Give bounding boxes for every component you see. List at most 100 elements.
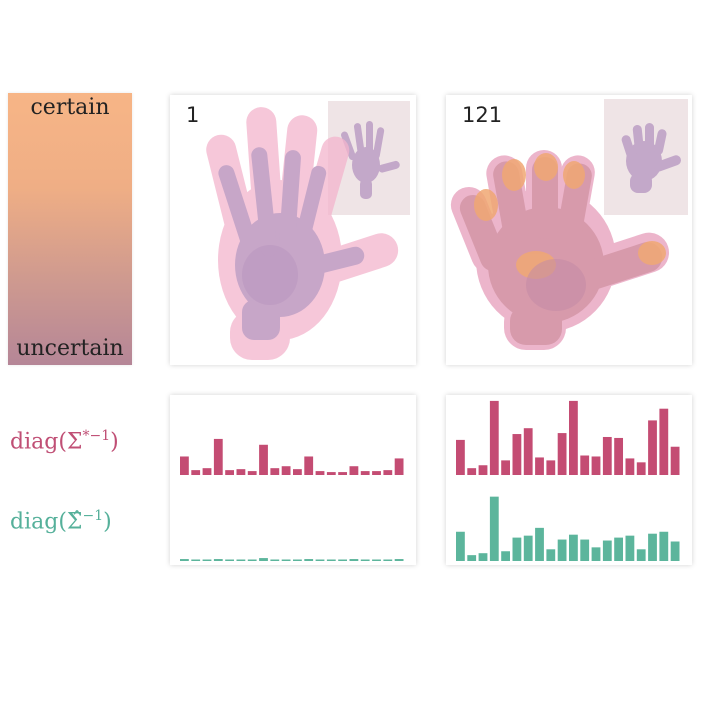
sigma-hat-bar (467, 555, 477, 561)
sigma-hat-bar (394, 559, 404, 561)
sigma-hat-bar (293, 559, 302, 561)
sigma-hat-bar (557, 539, 567, 561)
sigma-hat-bar (383, 559, 393, 561)
sigma-star-bar (202, 468, 212, 475)
sigma-star-bar (478, 465, 488, 475)
sigma-hat-bar (659, 531, 669, 561)
sigma-hat-bar (281, 559, 291, 561)
sigma-hat-bar (225, 559, 235, 561)
legend-certain-label: certain (30, 95, 110, 120)
sigma-hat-bar (523, 535, 533, 561)
sigma-hat-bar (326, 559, 336, 561)
label-suffix: ) (110, 429, 119, 455)
panel-step-label: 1 (186, 103, 200, 127)
sigma-star-bar (293, 469, 302, 475)
sigma-star-bar (225, 470, 235, 476)
sigma-hat-bar (591, 547, 601, 561)
sigma-star-bar (648, 420, 657, 475)
sigma-star-bar (360, 471, 370, 475)
sigma-star-bar (383, 470, 393, 476)
sigma-star-bar (180, 456, 189, 475)
sigma-hat-bar (614, 537, 624, 561)
sigma-hat-bar (349, 559, 359, 561)
sigma-hat-bar (270, 559, 280, 561)
sigma-star-bar (523, 428, 533, 475)
ground-truth-inset (604, 99, 688, 215)
sigma-star-bar (489, 400, 499, 475)
sigma-hat-bar (247, 559, 257, 561)
sigma-star-bar (304, 456, 314, 475)
sigma-hat-bar (259, 558, 268, 561)
panel-step-label: 121 (462, 103, 503, 127)
sigma-star-bar (394, 458, 404, 475)
sigma-hat-bar (213, 559, 223, 561)
reconstructed-hand-step-1 (206, 107, 399, 360)
sigma-hat-bar (180, 559, 189, 561)
sigma-star-bar (456, 439, 465, 475)
sigma-star-bar (636, 462, 646, 476)
sigma-star-bar (281, 466, 291, 475)
label-superscript: −1 (82, 508, 104, 524)
sigma-star-bar (315, 471, 325, 475)
sigma-hat-bar (501, 551, 511, 561)
bar-charts-step-1 (180, 438, 404, 561)
sigma-hat-bar (304, 559, 314, 561)
sigma-star-bar (270, 468, 280, 475)
sigma-hat-bar (636, 549, 646, 561)
sigma-star-bar (349, 466, 359, 475)
label-suffix: ) (103, 509, 112, 535)
sigma-star-bar (236, 469, 246, 475)
reconstructed-hand-step-121 (450, 150, 670, 350)
sigma-star-bar (591, 456, 601, 475)
ground-truth-hand-icon (341, 121, 400, 199)
sigma-hat-bar (569, 534, 578, 562)
sigma-hat-bar (338, 559, 348, 561)
sigma-star-bar (512, 434, 522, 475)
sigma-star-bar (557, 433, 567, 475)
sigma-hat-bar (489, 496, 499, 561)
sigma-star-bar (670, 446, 680, 475)
sigma-star-inverse-label: diag(Σ*−1) (10, 428, 119, 454)
sigma-hat-bar (648, 533, 657, 561)
sigma-hat-bar (602, 540, 612, 562)
hand-panel-step-1: 1 (170, 95, 416, 365)
sigma-star-bar (580, 455, 590, 475)
bar-charts-step-121 (456, 400, 680, 562)
sigma-star-bar (535, 457, 544, 475)
sigma-hat-bar (625, 535, 635, 561)
sigma-star-bar (191, 470, 201, 476)
sigma-star-bar (372, 471, 381, 475)
sigma-star-bar (467, 468, 477, 475)
sigma-hat-bar (236, 559, 246, 561)
sigma-hat-bar (546, 549, 556, 561)
label-superscript: *−1 (82, 428, 111, 444)
sigma-star-bar (569, 400, 578, 475)
legend-uncertain-label: uncertain (16, 336, 124, 361)
sigma-star-bar (659, 408, 669, 475)
sigma-hat-bar (315, 559, 325, 561)
sigma-hat-bar (580, 539, 590, 561)
label-prefix: diag(Σ (10, 429, 83, 455)
sigma-star-bar (625, 458, 635, 475)
sigma-hat-bar (360, 559, 370, 561)
sigma-hat-bar (670, 541, 680, 561)
sigma-star-bar (259, 444, 268, 475)
sigma-hat-inverse-label: diag(Σ̂−1) (10, 508, 112, 534)
uncertainty-colorbar: certain uncertain (8, 93, 132, 365)
sigma-star-bar (501, 460, 511, 476)
sigma-hat-bar (191, 559, 201, 561)
bar-panel-step-1 (170, 395, 416, 565)
sigma-star-bar (546, 460, 556, 476)
sigma-star-bar (326, 472, 336, 475)
sigma-hat-bar (535, 527, 544, 561)
ground-truth-hand-icon (621, 123, 681, 193)
sigma-hat-bar (456, 531, 465, 561)
label-prefix: diag(Σ̂ (10, 509, 83, 535)
hand-panel-step-121: 121 (446, 95, 692, 365)
sigma-hat-bar (512, 537, 522, 561)
sigma-hat-bar (372, 559, 381, 561)
sigma-star-bar (602, 436, 612, 475)
sigma-hat-bar (202, 559, 212, 561)
sigma-star-bar (614, 437, 624, 475)
sigma-star-bar (247, 471, 257, 475)
